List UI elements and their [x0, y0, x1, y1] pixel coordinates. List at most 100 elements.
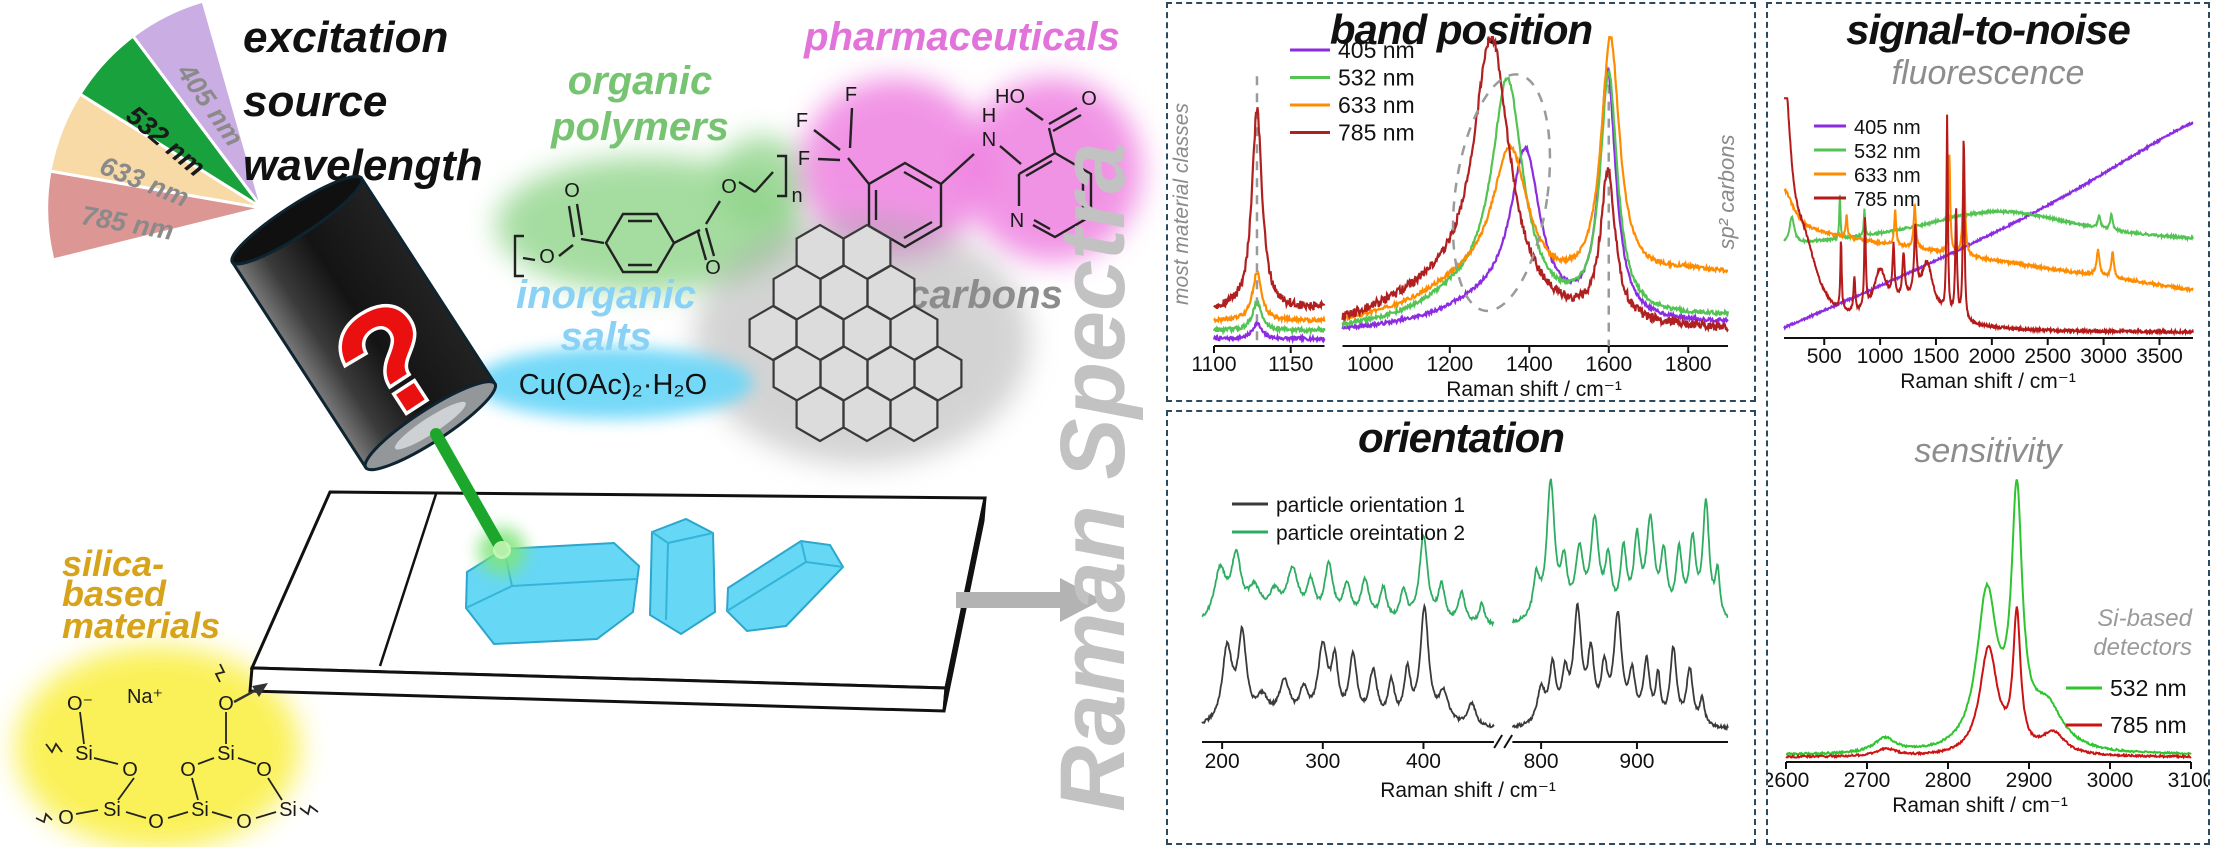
silica-atom-12: O: [236, 811, 252, 833]
raman-spectra-label: Raman Spectra: [1042, 142, 1144, 812]
x-axis-label: Raman shift / cm⁻¹: [1900, 370, 2076, 393]
x-tick-label: 1150: [1268, 353, 1313, 376]
laser-spot: [493, 541, 511, 559]
silica-atom-9: Si: [103, 799, 121, 821]
x-tick-label: 800: [1524, 750, 1559, 773]
excitation-heading-line2: source: [243, 77, 387, 126]
x-tick-label: 300: [1305, 750, 1340, 773]
x-tick-label: 2900: [2006, 769, 2053, 792]
x-tick-label: 1000: [1857, 345, 1904, 368]
x-tick-label: 500: [1807, 345, 1842, 368]
series-633-nm: [1213, 270, 1326, 325]
series-785-nm: [1213, 107, 1326, 313]
pet-structure: O O O O n: [513, 154, 803, 279]
inorganic-salts-label-1: inorganic: [516, 273, 696, 317]
axis-break-mark: [1503, 734, 1513, 749]
x-tick-label: 1100: [1191, 353, 1236, 376]
signal-to-noise-panel: signal-to-noise fluorescence 500 1000 1500…: [1766, 2, 2210, 845]
signal-to-noise-title: signal-to-noise: [1846, 6, 2131, 53]
laser-beam: [430, 428, 508, 556]
series-405-nm: [1212, 320, 1326, 345]
silica-atom-13: Si: [279, 799, 297, 821]
legend-label: 785 nm: [1338, 120, 1415, 146]
wedge-405nm: [130, 0, 264, 209]
side-label-right: sp² carbons: [1714, 135, 1739, 250]
band-position-chart: 1100 1150 1000 1200 1400 1600 1800 Raman shift …: [1170, 36, 1739, 400]
inorganic-salts-label-2: salts: [560, 315, 651, 359]
x-tick-label: 1800: [1665, 353, 1712, 376]
orientation-title: orientation: [1358, 414, 1565, 461]
silica-atom-3: Si: [75, 743, 93, 765]
x-tick-label: 200: [1205, 750, 1240, 773]
pharma-atom-F2: F: [796, 110, 808, 132]
orientation-panel: orientation 200 300 400 800 900 Raman shift /…: [1166, 410, 1756, 845]
x-tick-label: 1000: [1347, 353, 1394, 376]
sensitivity-chart: 2600 2700 2800 2900 3000 3100 Raman shift / cm…: [1768, 479, 2208, 817]
series-405-nm: [1341, 66, 1729, 332]
silica-label-1: silica-: [62, 543, 164, 584]
series-633-nm: [1341, 36, 1729, 322]
series-532-nm: [1212, 299, 1326, 337]
x-tick-label: 3100: [2168, 769, 2208, 792]
series-532-nm: [1341, 70, 1730, 330]
axis-break-mark: [1493, 734, 1503, 749]
x-tick-label: 1500: [1913, 345, 1960, 368]
series-particle-orientation-1: [1201, 602, 1495, 729]
pharma-atom-O: O: [1081, 88, 1097, 110]
cylinder-lens: [394, 401, 466, 450]
legend-label: 405 nm: [1854, 117, 1921, 139]
series-785-nm: [1785, 606, 2192, 760]
cylinder-top: [230, 174, 364, 266]
annotation: Si-based: [2097, 605, 2192, 632]
pet-atom-O4: O: [721, 176, 737, 198]
glow-shapes: [16, 78, 1142, 847]
x-tick-label: 400: [1406, 750, 1441, 773]
silicate-structure: O⁻ Na⁺ O Si O Si O O O Si O Si O Si: [35, 663, 319, 833]
series-785-nm: [1784, 97, 2194, 337]
x-axis-label: Raman shift / cm⁻¹: [1892, 794, 2068, 817]
pharma-atom-N2: N: [1010, 210, 1024, 232]
x-tick-label: 900: [1619, 750, 1654, 773]
silica-atom-4: O: [122, 759, 138, 781]
to-spectra-arrow: [956, 578, 1102, 622]
legend-label: 633 nm: [1338, 92, 1415, 118]
x-tick-label: 2500: [2024, 345, 2071, 368]
annotation: detectors: [2093, 634, 2192, 661]
pet-atom-O2: O: [564, 180, 580, 202]
carbons-label: carbons: [907, 273, 1063, 317]
silica-atom-10: O: [148, 811, 164, 833]
legend-label: 532 nm: [2110, 675, 2187, 701]
legend-label: 532 nm: [1338, 65, 1415, 91]
pet-atom-O3: O: [705, 257, 721, 279]
x-tick-label: 1200: [1426, 353, 1473, 376]
silica-atom-1: Na⁺: [127, 686, 163, 708]
fluorescence-subtitle: fluorescence: [1891, 54, 2085, 92]
x-tick-label: 2800: [1925, 769, 1972, 792]
x-tick-label: 3000: [2080, 345, 2127, 368]
silica-atom-2: O: [218, 693, 234, 715]
silica-pointer-arrowhead: [252, 683, 268, 697]
organic-polymers-label-1: organic: [568, 59, 712, 103]
legend-label: 785 nm: [2110, 712, 2187, 738]
pharma-atom-N1: N: [982, 129, 996, 151]
organic-polymers-label-2: polymers: [550, 105, 729, 149]
silica-atom-6: O: [180, 759, 196, 781]
silica-glow: [16, 646, 300, 847]
silica-atom-8: O: [58, 807, 74, 829]
silica-label-3: materials: [62, 605, 220, 646]
series-particle-orientation-1: [1511, 602, 1729, 732]
x-axis-label: Raman shift / cm⁻¹: [1380, 779, 1556, 802]
pet-n-label: n: [791, 185, 802, 207]
salt-glow: [473, 347, 753, 419]
silica-atom-11: Si: [191, 799, 209, 821]
side-label-left: most material classes: [1170, 103, 1193, 305]
copper-acetate-formula: Cu(OAc)₂·H₂O: [519, 369, 707, 401]
series-532-nm: [1785, 479, 2192, 757]
legend-label: particle orientation 1: [1276, 494, 1465, 517]
series-particle-oreintation-2: [1511, 478, 1729, 624]
silica-atom-5: Si: [217, 743, 235, 765]
x-tick-label: 1400: [1506, 353, 1553, 376]
illustration: 405 nm 532 nm 633 nm 785 nm excitation s…: [16, 0, 1144, 847]
legend-label: 405 nm: [1338, 37, 1415, 63]
